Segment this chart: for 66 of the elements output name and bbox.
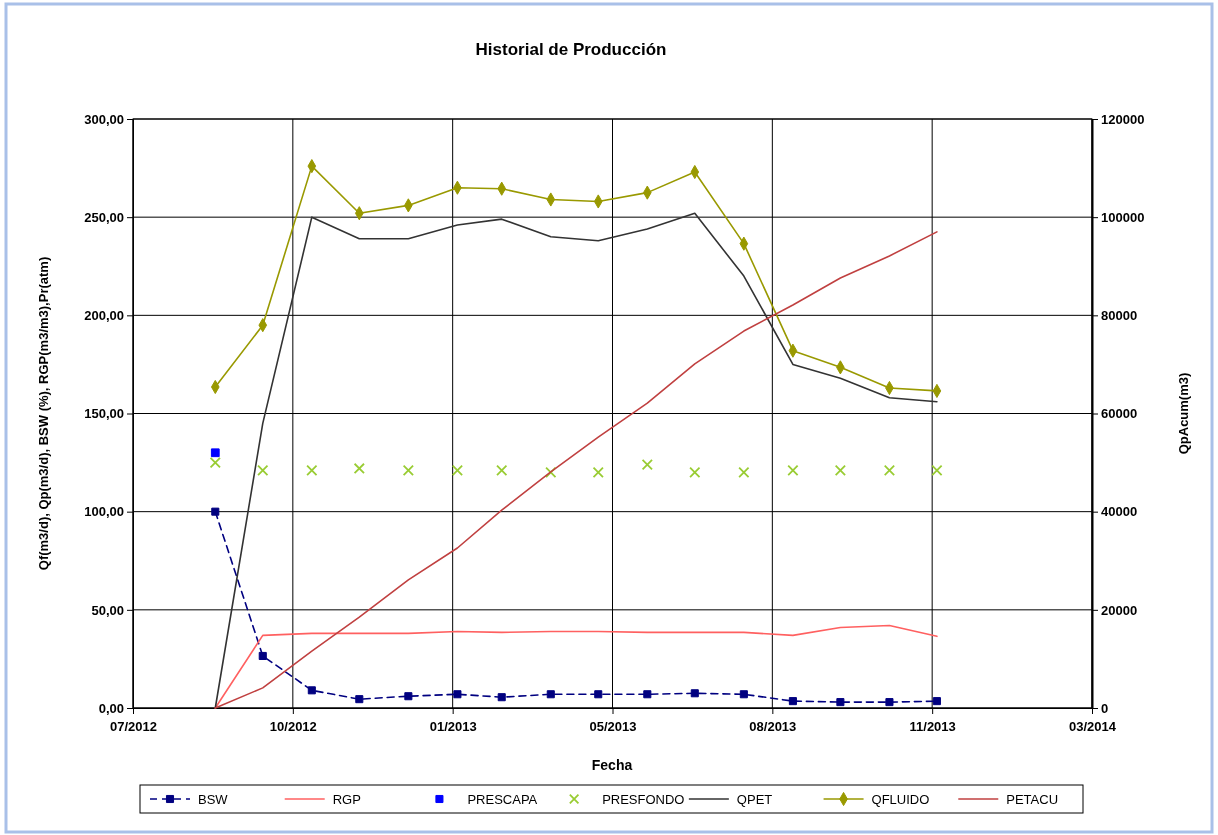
point bbox=[545, 466, 557, 479]
point bbox=[355, 695, 364, 704]
y2-tick-label: 60000 bbox=[1101, 406, 1138, 422]
legend-label: PETACU bbox=[1006, 792, 1059, 807]
point bbox=[353, 462, 365, 475]
y2-tick-label: 40000 bbox=[1101, 504, 1138, 520]
legend-label: PRESFONDO bbox=[602, 792, 685, 807]
point bbox=[641, 458, 653, 471]
point bbox=[592, 466, 604, 479]
line-series bbox=[214, 624, 938, 709]
point bbox=[306, 464, 318, 477]
point bbox=[883, 464, 896, 477]
point bbox=[788, 697, 797, 706]
point bbox=[738, 466, 750, 479]
point bbox=[594, 690, 603, 699]
point bbox=[546, 690, 555, 699]
y-tick-label: 250,00 bbox=[84, 209, 124, 225]
point bbox=[787, 464, 799, 477]
point bbox=[453, 690, 462, 699]
point bbox=[209, 456, 221, 469]
y-tick-label: 200,00 bbox=[84, 307, 124, 323]
x-tick-label: 05/2013 bbox=[589, 719, 637, 735]
y2-tick-label: 100000 bbox=[1101, 209, 1145, 225]
point bbox=[404, 692, 413, 701]
y-tick-label: 0,00 bbox=[98, 700, 124, 716]
x-tick-label: 01/2013 bbox=[429, 719, 477, 735]
legend-label: QFLUIDO bbox=[871, 792, 930, 807]
x-tick-label: 03/2014 bbox=[1069, 719, 1117, 735]
x-tick-label: 07/2012 bbox=[110, 719, 157, 735]
point bbox=[836, 698, 845, 707]
legend-label: RGP bbox=[332, 792, 361, 807]
point bbox=[885, 698, 894, 707]
y-tick-label: 100,00 bbox=[84, 504, 124, 520]
legend-label: QPET bbox=[736, 792, 773, 807]
y2-tick-label: 0 bbox=[1101, 700, 1109, 716]
point bbox=[451, 464, 464, 477]
x-tick-label: 11/2013 bbox=[909, 719, 956, 735]
point bbox=[690, 689, 699, 698]
point bbox=[210, 448, 220, 458]
y2-tick-label: 20000 bbox=[1101, 602, 1138, 618]
y-tick-label: 50,00 bbox=[91, 602, 124, 618]
y2-tick-label: 80000 bbox=[1101, 307, 1138, 323]
point bbox=[834, 464, 847, 477]
x-tick-label: 08/2013 bbox=[749, 719, 797, 735]
point bbox=[497, 693, 506, 702]
legend-label: PRESCAPA bbox=[467, 792, 538, 807]
y-axis-title: Qf(m3/d), Qp(m3/d), BSW (%), RGP(m3/m3),Pr(atm) bbox=[36, 256, 51, 571]
point bbox=[496, 464, 508, 477]
point bbox=[689, 466, 701, 479]
x-axis-title: Fecha bbox=[591, 757, 633, 773]
chart-title: Historial de Producción bbox=[475, 40, 667, 59]
point bbox=[932, 697, 941, 706]
point bbox=[643, 690, 652, 699]
point bbox=[258, 651, 267, 661]
legend-label: BSW bbox=[198, 792, 229, 807]
point bbox=[211, 507, 220, 516]
point bbox=[931, 464, 943, 477]
y-tick-label: 150,00 bbox=[84, 406, 124, 422]
point bbox=[257, 464, 269, 477]
x-tick-label: 10/2012 bbox=[269, 719, 317, 735]
point bbox=[402, 464, 414, 477]
point bbox=[307, 686, 316, 695]
y2-axis-title: QpAcum(m3) bbox=[1176, 372, 1191, 455]
point bbox=[739, 690, 748, 699]
y2-tick-label: 120000 bbox=[1101, 111, 1145, 127]
y-tick-label: 300,00 bbox=[84, 111, 124, 127]
